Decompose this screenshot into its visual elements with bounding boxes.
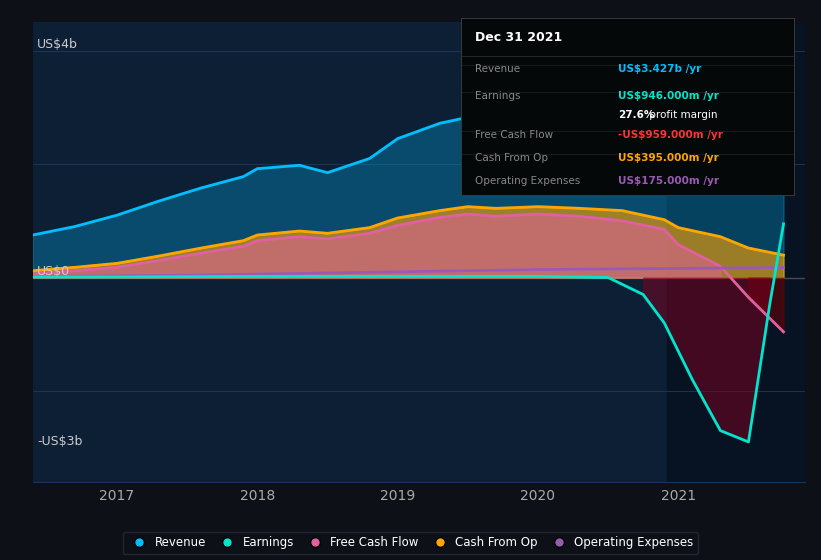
Text: Revenue: Revenue bbox=[475, 64, 520, 74]
Text: US$3.427b /yr: US$3.427b /yr bbox=[617, 64, 701, 74]
Legend: Revenue, Earnings, Free Cash Flow, Cash From Op, Operating Expenses: Revenue, Earnings, Free Cash Flow, Cash … bbox=[122, 531, 699, 554]
Text: profit margin: profit margin bbox=[646, 110, 718, 120]
Text: Cash From Op: Cash From Op bbox=[475, 153, 548, 164]
Text: Free Cash Flow: Free Cash Flow bbox=[475, 130, 553, 141]
Bar bbox=[667, 22, 805, 482]
Text: -US$959.000m /yr: -US$959.000m /yr bbox=[617, 130, 722, 141]
Text: US$175.000m /yr: US$175.000m /yr bbox=[617, 176, 718, 186]
Text: 27.6%: 27.6% bbox=[617, 110, 654, 120]
Text: US$946.000m /yr: US$946.000m /yr bbox=[617, 91, 718, 101]
Text: Dec 31 2021: Dec 31 2021 bbox=[475, 31, 562, 44]
Text: Operating Expenses: Operating Expenses bbox=[475, 176, 580, 186]
Text: US$4b: US$4b bbox=[37, 38, 78, 51]
Text: Earnings: Earnings bbox=[475, 91, 521, 101]
Text: US$0: US$0 bbox=[37, 264, 70, 278]
Text: US$395.000m /yr: US$395.000m /yr bbox=[617, 153, 718, 164]
Text: -US$3b: -US$3b bbox=[37, 435, 82, 447]
